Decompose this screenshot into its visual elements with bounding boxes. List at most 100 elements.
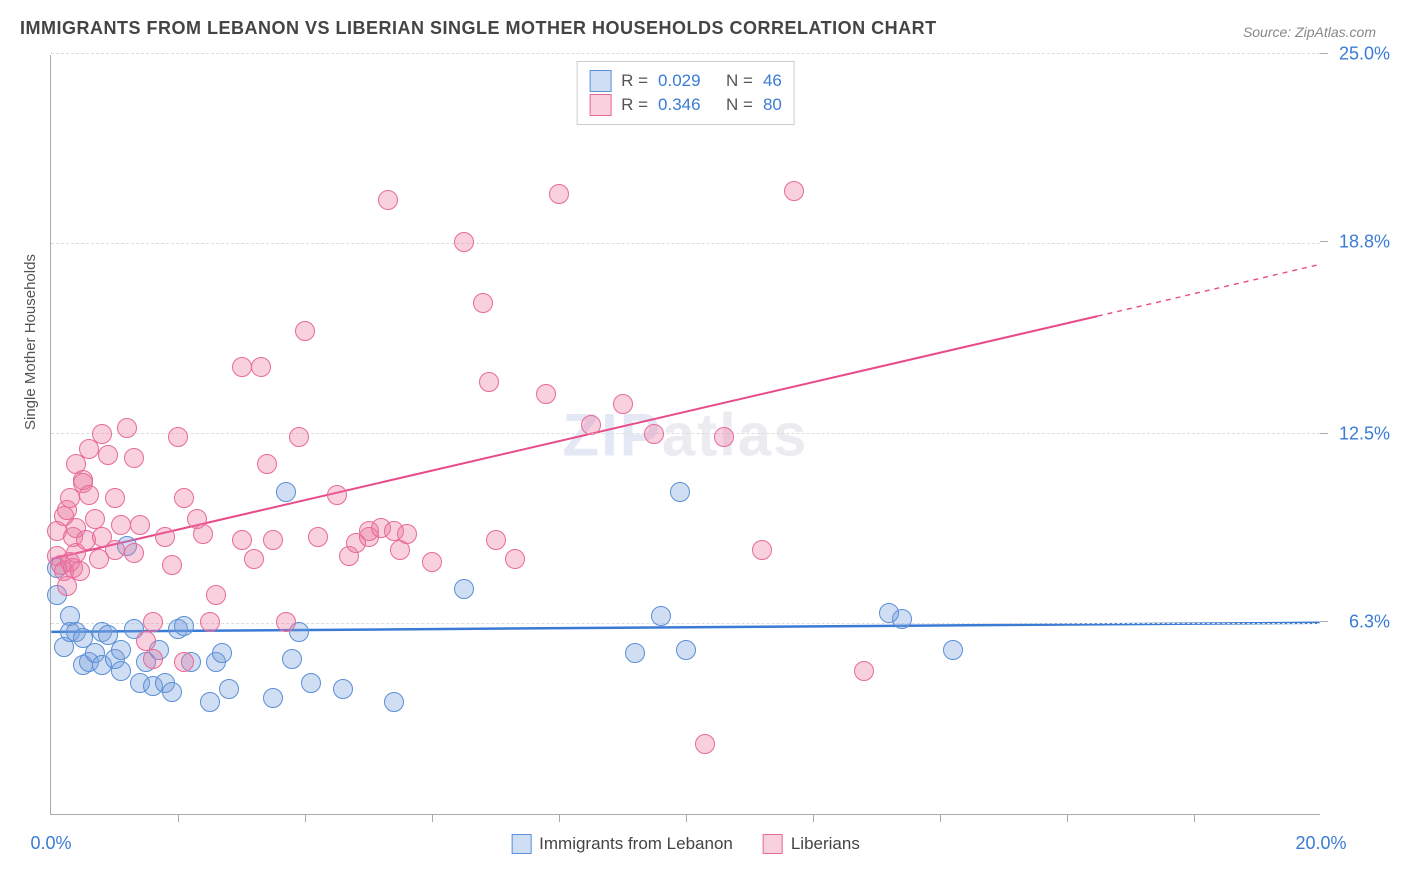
n-label: N = — [726, 71, 753, 91]
data-point — [162, 555, 182, 575]
data-point — [111, 640, 131, 660]
data-point — [143, 612, 163, 632]
x-tick — [940, 814, 941, 822]
x-tick — [1194, 814, 1195, 822]
data-point — [98, 445, 118, 465]
legend-item: Immigrants from Lebanon — [511, 834, 733, 854]
y-tick — [1320, 241, 1328, 242]
data-point — [85, 509, 105, 529]
data-point — [212, 643, 232, 663]
trend-line-dashed — [1098, 264, 1320, 316]
data-point — [155, 527, 175, 547]
data-point — [263, 530, 283, 550]
data-point — [714, 427, 734, 447]
data-point — [289, 427, 309, 447]
data-point — [276, 612, 296, 632]
watermark: ZIPatlas — [562, 400, 808, 469]
data-point — [625, 643, 645, 663]
data-point — [422, 552, 442, 572]
y-tick-label: 12.5% — [1339, 424, 1390, 445]
data-point — [670, 482, 690, 502]
data-point — [92, 424, 112, 444]
data-point — [219, 679, 239, 699]
data-point — [454, 232, 474, 252]
legend-swatch — [763, 834, 783, 854]
legend-swatch — [511, 834, 531, 854]
y-tick-label: 6.3% — [1349, 612, 1390, 633]
data-point — [263, 688, 283, 708]
data-point — [581, 415, 601, 435]
source-label: Source: ZipAtlas.com — [1243, 24, 1376, 40]
x-tick-label: 0.0% — [30, 833, 71, 854]
data-point — [384, 692, 404, 712]
r-value: 0.346 — [658, 95, 708, 115]
n-label: N = — [726, 95, 753, 115]
data-point — [105, 488, 125, 508]
legend-swatch — [589, 70, 611, 92]
data-point — [251, 357, 271, 377]
data-point — [232, 530, 252, 550]
series-legend: Immigrants from Lebanon Liberians — [511, 834, 860, 854]
data-point — [232, 357, 252, 377]
data-point — [111, 661, 131, 681]
data-point — [193, 524, 213, 544]
x-tick — [559, 814, 560, 822]
data-point — [651, 606, 671, 626]
data-point — [130, 515, 150, 535]
data-point — [943, 640, 963, 660]
legend-row: R = 0.346 N = 80 — [589, 94, 782, 116]
data-point — [505, 549, 525, 569]
data-point — [136, 631, 156, 651]
data-point — [174, 488, 194, 508]
x-tick — [686, 814, 687, 822]
data-point — [752, 540, 772, 560]
data-point — [536, 384, 556, 404]
data-point — [879, 603, 899, 623]
r-label: R = — [621, 95, 648, 115]
data-point — [282, 649, 302, 669]
data-point — [327, 485, 347, 505]
scatter-plot: ZIPatlas R =0.029N =46R =0.346N =80 Immi… — [50, 55, 1320, 815]
legend-item: Liberians — [763, 834, 860, 854]
x-tick — [1067, 814, 1068, 822]
data-point — [162, 682, 182, 702]
y-axis-label: Single Mother Households — [22, 254, 39, 430]
data-point — [105, 540, 125, 560]
x-tick — [178, 814, 179, 822]
data-point — [168, 427, 188, 447]
y-tick — [1320, 621, 1328, 622]
n-value: 46 — [763, 71, 782, 91]
correlation-legend: R = 0.029 N = 46 R = 0.346 N = 80 — [576, 61, 795, 125]
data-point — [124, 448, 144, 468]
y-tick-label: 18.8% — [1339, 232, 1390, 253]
data-point — [70, 561, 90, 581]
x-tick — [305, 814, 306, 822]
r-value: 0.029 — [658, 71, 708, 91]
data-point — [549, 184, 569, 204]
x-tick — [432, 814, 433, 822]
data-point — [295, 321, 315, 341]
data-point — [200, 612, 220, 632]
data-point — [397, 524, 417, 544]
chart-title: IMMIGRANTS FROM LEBANON VS LIBERIAN SING… — [20, 18, 937, 39]
data-point — [695, 734, 715, 754]
data-point — [454, 579, 474, 599]
x-tick-label: 20.0% — [1295, 833, 1346, 854]
data-point — [117, 418, 137, 438]
data-point — [333, 679, 353, 699]
legend-label: Liberians — [791, 834, 860, 854]
y-tick-label: 25.0% — [1339, 44, 1390, 65]
data-point — [276, 482, 296, 502]
trend-line — [51, 623, 1319, 632]
n-value: 80 — [763, 95, 782, 115]
data-point — [257, 454, 277, 474]
trend-line — [51, 316, 1097, 559]
data-point — [854, 661, 874, 681]
data-point — [174, 616, 194, 636]
data-point — [111, 515, 131, 535]
legend-swatch — [589, 94, 611, 116]
data-point — [378, 190, 398, 210]
r-label: R = — [621, 71, 648, 91]
data-point — [244, 549, 264, 569]
source-prefix: Source: — [1243, 24, 1291, 40]
